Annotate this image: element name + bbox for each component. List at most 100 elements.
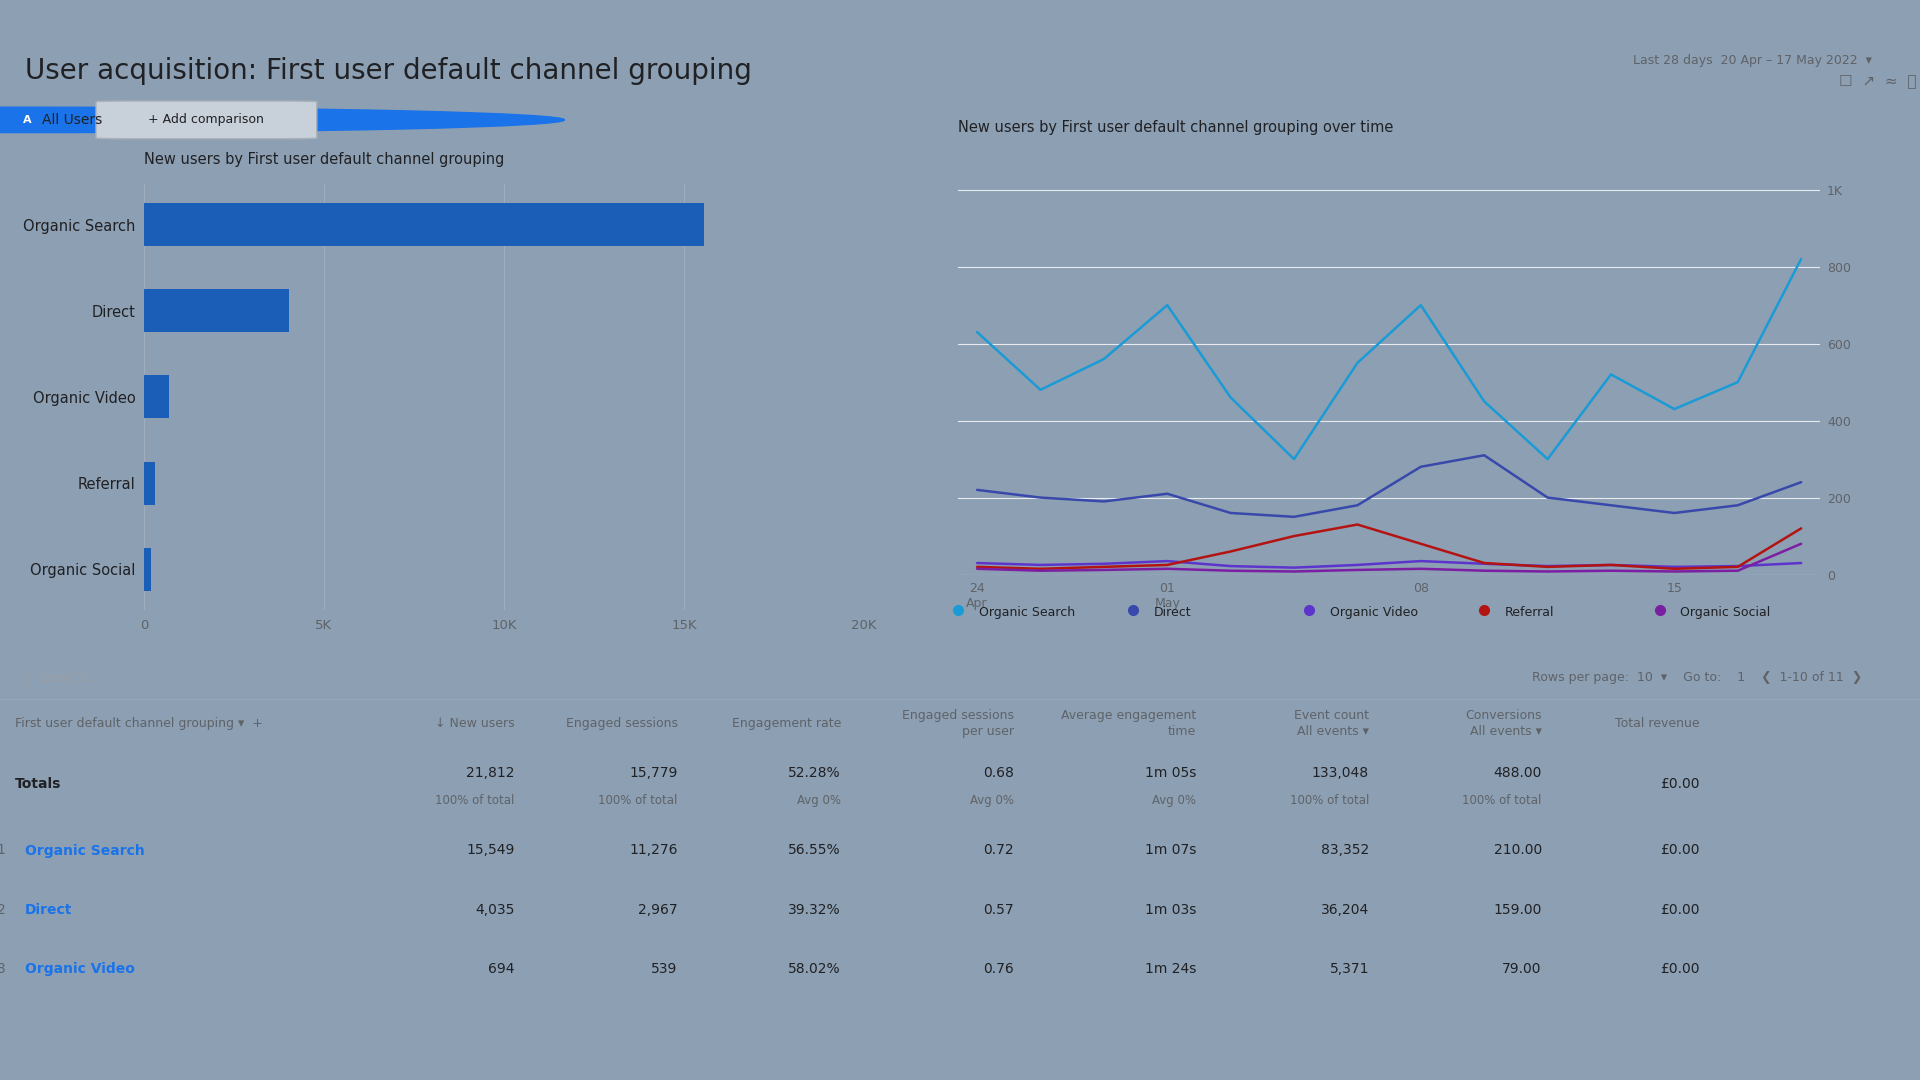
Text: ↓ New users: ↓ New users <box>436 716 515 730</box>
Direct <box>1092 495 1116 508</box>
Text: 83,352: 83,352 <box>1321 843 1369 858</box>
Organic Video <box>1473 557 1496 570</box>
Bar <box>144 203 705 246</box>
Referral <box>1599 558 1622 571</box>
Text: New users by First user default channel grouping over time: New users by First user default channel … <box>958 120 1394 135</box>
Referral <box>1346 518 1369 531</box>
Organic Social <box>966 563 989 576</box>
Referral <box>1663 563 1686 576</box>
Organic Social <box>1599 564 1622 577</box>
Text: Total revenue: Total revenue <box>1615 716 1699 730</box>
Text: £0.00: £0.00 <box>1659 843 1699 858</box>
Organic Search <box>1219 391 1242 404</box>
Text: 488.00: 488.00 <box>1494 766 1542 780</box>
Organic Search <box>1663 403 1686 416</box>
Organic Social <box>1789 537 1812 550</box>
Organic Social <box>1726 564 1749 577</box>
Text: 36,204: 36,204 <box>1321 903 1369 917</box>
Referral <box>1092 561 1116 573</box>
Text: Avg 0%: Avg 0% <box>970 794 1014 807</box>
Text: Avg 0%: Avg 0% <box>797 794 841 807</box>
Organic Social <box>1156 563 1179 576</box>
Line: Organic Video: Organic Video <box>977 562 1801 568</box>
Text: Organic Social: Organic Social <box>1680 606 1770 620</box>
Text: All Users: All Users <box>42 113 102 126</box>
Text: 0.72: 0.72 <box>983 843 1014 858</box>
Text: 100% of total: 100% of total <box>1463 794 1542 807</box>
Text: Last 28 days  20 Apr – 17 May 2022  ▾: Last 28 days 20 Apr – 17 May 2022 ▾ <box>1634 54 1872 67</box>
Text: 79.00: 79.00 <box>1501 962 1542 976</box>
Organic Search <box>1283 453 1306 465</box>
Bar <box>144 548 152 591</box>
Organic Search <box>1346 356 1369 369</box>
Line: Organic Social: Organic Social <box>977 543 1801 571</box>
Direct <box>1726 499 1749 512</box>
Text: 1m 07s: 1m 07s <box>1144 843 1196 858</box>
Text: 0.68: 0.68 <box>983 766 1014 780</box>
Text: Rows per page:  10  ▾    Go to:    1    ❮  1-10 of 11  ❯: Rows per page: 10 ▾ Go to: 1 ❮ 1-10 of 1… <box>1532 671 1862 684</box>
Organic Social <box>1536 565 1559 578</box>
Text: Engagement rate: Engagement rate <box>732 716 841 730</box>
Direct <box>966 484 989 497</box>
Text: 21,812: 21,812 <box>467 766 515 780</box>
Text: 1m 05s: 1m 05s <box>1144 766 1196 780</box>
Referral <box>1283 529 1306 542</box>
Text: Organic Search: Organic Search <box>25 843 144 858</box>
Organic Video <box>966 556 989 569</box>
Text: 0.57: 0.57 <box>983 903 1014 917</box>
Text: Organic Search: Organic Search <box>979 606 1075 620</box>
Text: First user default channel grouping ▾  +: First user default channel grouping ▾ + <box>15 716 263 730</box>
Text: + Add comparison: + Add comparison <box>148 113 265 126</box>
Text: £0.00: £0.00 <box>1659 903 1699 917</box>
Direct <box>1536 491 1559 504</box>
Organic Video <box>1156 555 1179 568</box>
Organic Video <box>1092 557 1116 570</box>
Text: Avg 0%: Avg 0% <box>1152 794 1196 807</box>
Text: Engaged sessions: Engaged sessions <box>566 716 678 730</box>
Referral <box>1789 522 1812 535</box>
Text: User acquisition: First user default channel grouping: User acquisition: First user default cha… <box>25 57 753 85</box>
Direct <box>1219 507 1242 519</box>
Organic Video <box>1726 559 1749 572</box>
Text: Average engagement
time: Average engagement time <box>1062 708 1196 738</box>
Direct <box>1789 475 1812 488</box>
Organic Social <box>1409 563 1432 576</box>
Referral <box>1536 561 1559 573</box>
Line: Organic Search: Organic Search <box>977 259 1801 459</box>
Text: 58.02%: 58.02% <box>789 962 841 976</box>
Organic Video <box>1789 556 1812 569</box>
Line: Referral: Referral <box>977 525 1801 569</box>
Text: 56.55%: 56.55% <box>789 843 841 858</box>
Referral <box>966 561 989 573</box>
Text: 133,048: 133,048 <box>1311 766 1369 780</box>
Organic Social <box>1663 565 1686 578</box>
Referral <box>1409 537 1432 550</box>
Line: Direct: Direct <box>977 456 1801 517</box>
Referral <box>1156 558 1179 571</box>
Text: 100% of total: 100% of total <box>1290 794 1369 807</box>
Text: 5,371: 5,371 <box>1329 962 1369 976</box>
Organic Search <box>1536 453 1559 465</box>
Organic Video <box>1346 558 1369 571</box>
Direct <box>1156 487 1179 500</box>
Organic Social <box>1029 564 1052 577</box>
Referral <box>1473 556 1496 569</box>
Direct <box>1663 507 1686 519</box>
Referral <box>1029 563 1052 576</box>
Text: 0.76: 0.76 <box>983 962 1014 976</box>
Organic Video <box>1599 558 1622 571</box>
Organic Video <box>1283 562 1306 575</box>
Text: A: A <box>23 114 31 125</box>
Organic Video <box>1219 559 1242 572</box>
Text: 52.28%: 52.28% <box>789 766 841 780</box>
Text: Organic Video: Organic Video <box>25 962 134 976</box>
Text: 100% of total: 100% of total <box>436 794 515 807</box>
Organic Search <box>1726 376 1749 389</box>
Organic Social <box>1283 565 1306 578</box>
Organic Search <box>1156 299 1179 312</box>
Direct <box>1409 460 1432 473</box>
Text: 3: 3 <box>0 962 6 976</box>
Organic Search <box>1409 299 1432 312</box>
Text: 100% of total: 100% of total <box>599 794 678 807</box>
Text: Event count
All events ▾: Event count All events ▾ <box>1294 708 1369 738</box>
